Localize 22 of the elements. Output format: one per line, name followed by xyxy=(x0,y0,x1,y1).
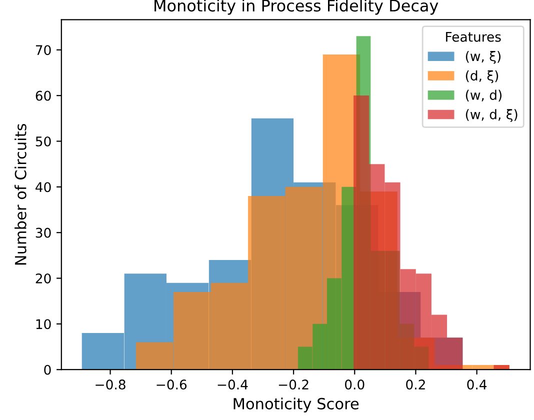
x-tick-label: −0.4 xyxy=(218,380,248,390)
x-tick-label: 0.0 xyxy=(345,380,364,390)
legend-label: (w, d) xyxy=(466,90,502,102)
x-tick-label: 0.4 xyxy=(467,380,487,390)
legend-title: Features xyxy=(446,32,501,42)
y-tick-label: 50 xyxy=(36,136,51,146)
y-axis-title: Number of Circuits xyxy=(14,124,26,265)
y-tick-label: 60 xyxy=(36,90,51,101)
y-tick-label: 0 xyxy=(44,364,51,375)
x-tick-label: 0.2 xyxy=(406,380,425,390)
y-tick-label: 70 xyxy=(36,45,51,56)
y-tick-label: 10 xyxy=(36,319,51,330)
y-tick-label: 20 xyxy=(36,273,51,284)
legend-label: (d, ξ) xyxy=(466,70,498,84)
x-tick-label: −0.8 xyxy=(96,380,126,390)
x-tick-label: −0.6 xyxy=(156,380,187,390)
legend-label: (w, d, ξ) xyxy=(466,109,518,122)
x-axis-title: Monoticity Score xyxy=(234,398,359,412)
legend-label: (w, ξ) xyxy=(466,50,500,64)
x-tick-label: −0.2 xyxy=(278,380,308,390)
y-tick-label: 40 xyxy=(36,182,51,192)
y-tick-label: 30 xyxy=(36,228,51,238)
